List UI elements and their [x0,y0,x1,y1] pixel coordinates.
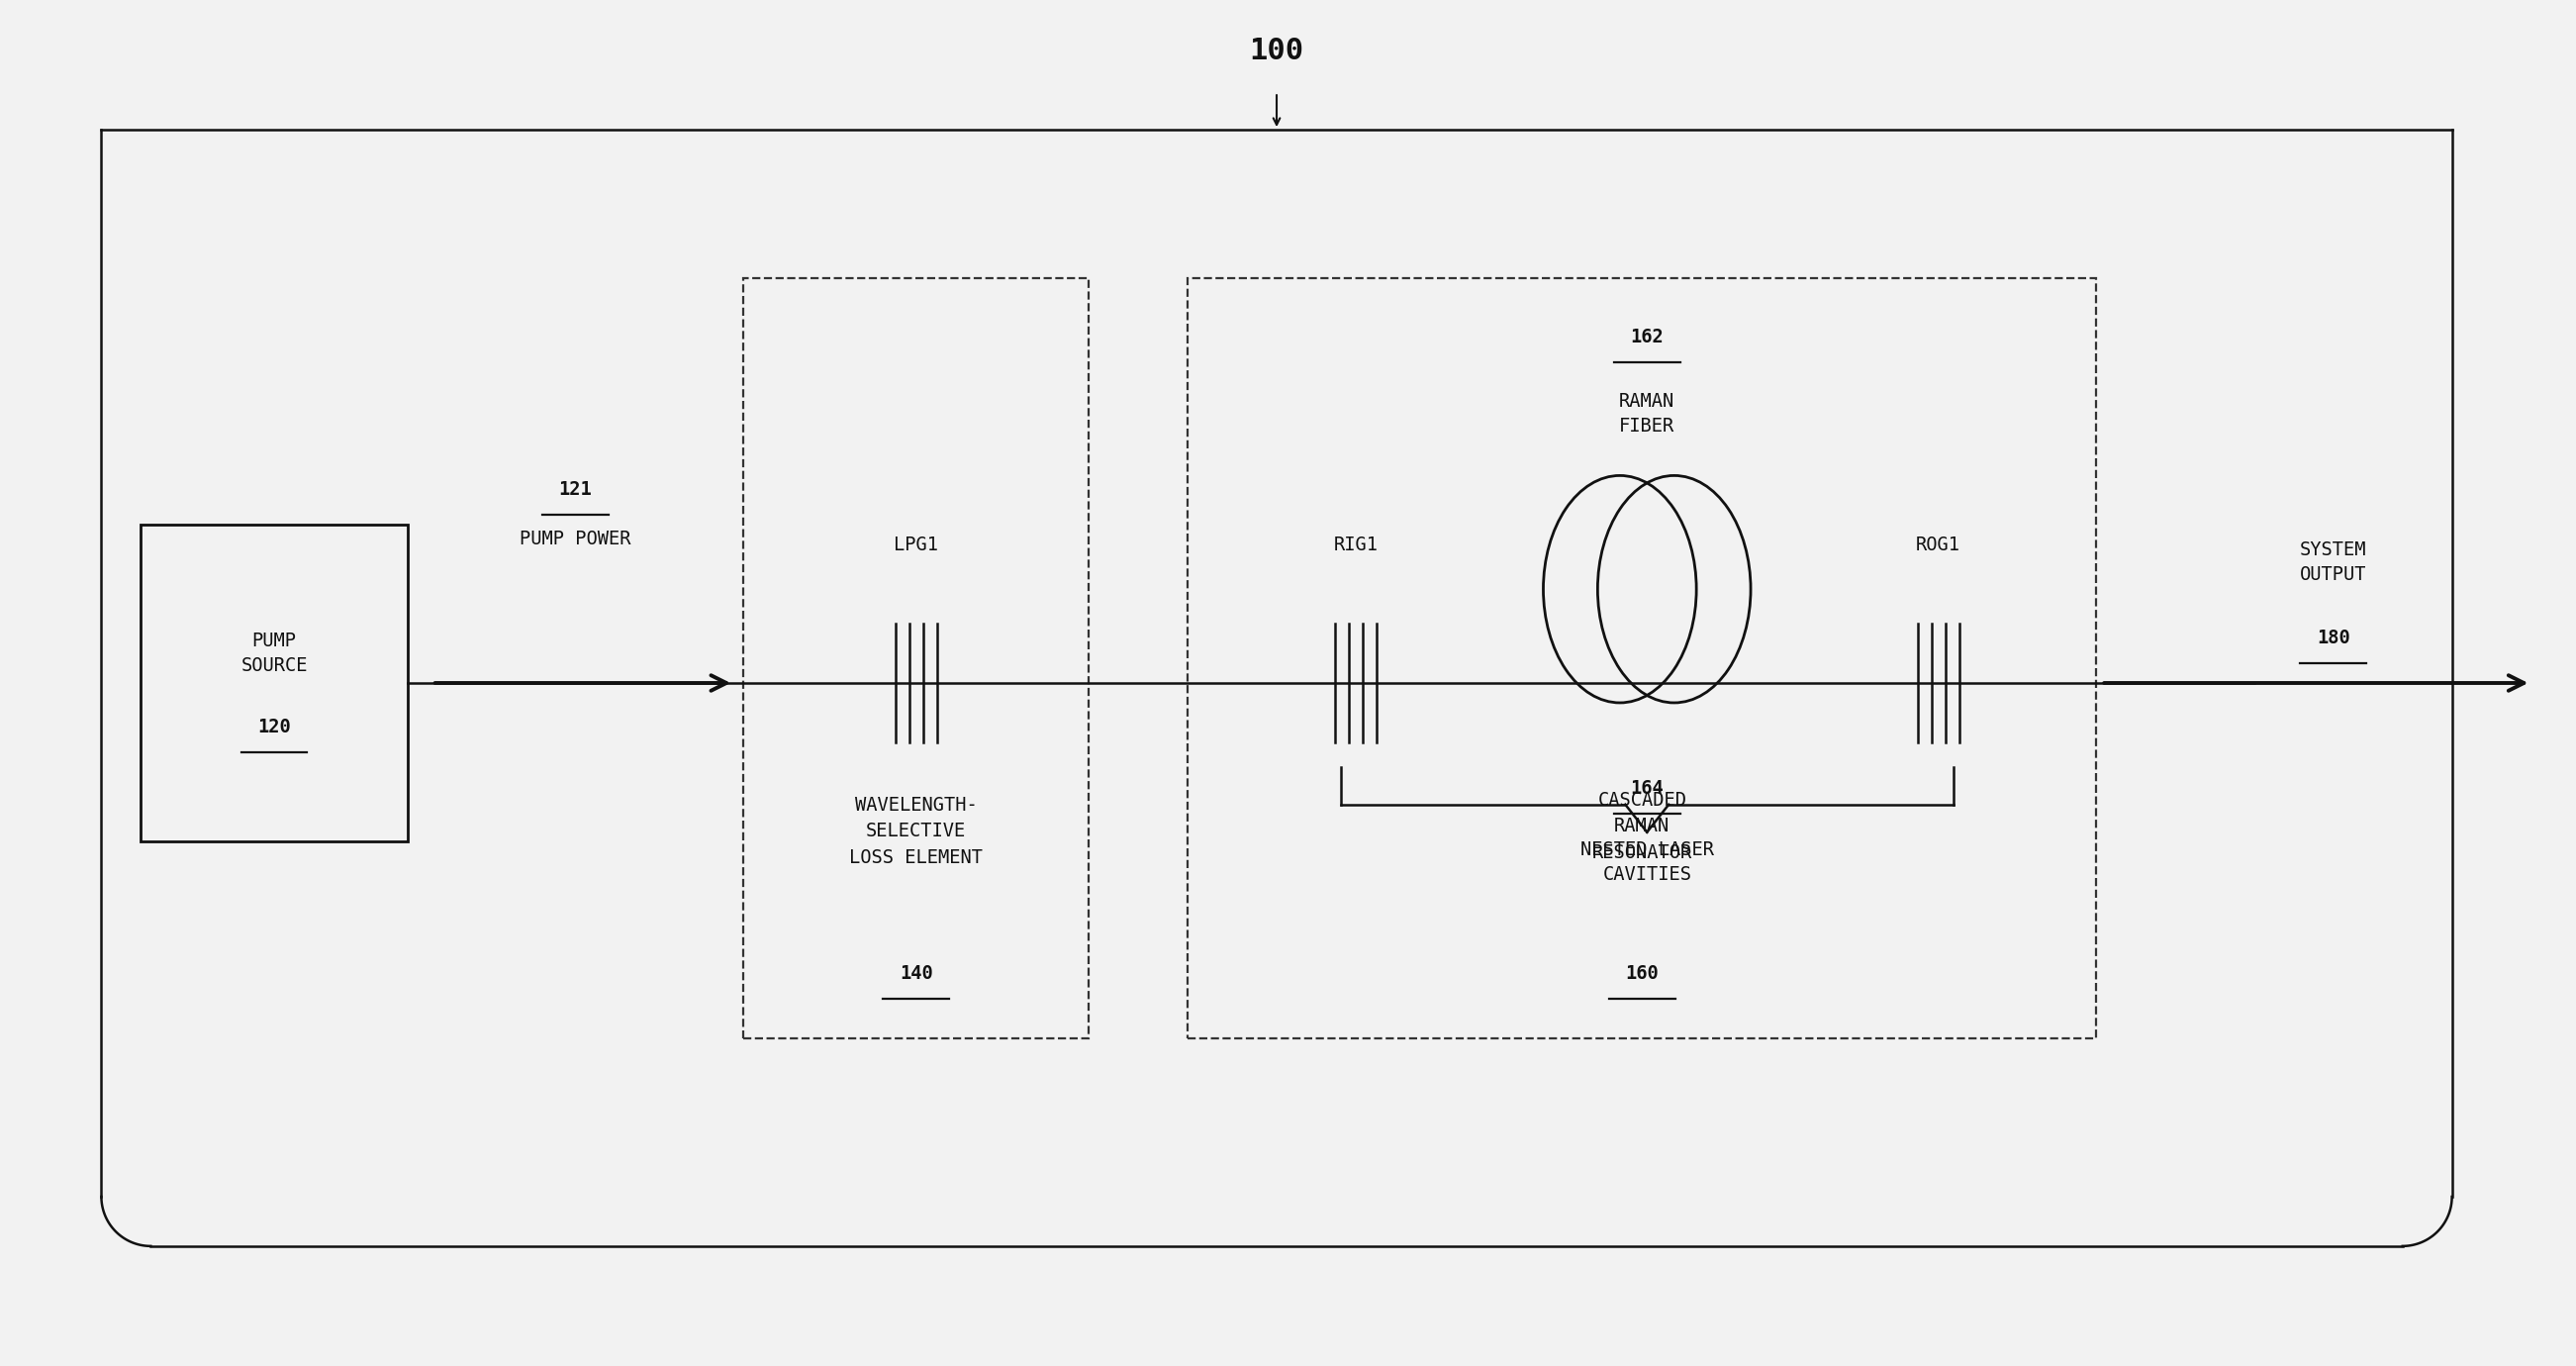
Text: CASCADED
RAMAN
RESONATOR: CASCADED RAMAN RESONATOR [1592,791,1692,862]
Text: NESTED LASER
CAVITIES: NESTED LASER CAVITIES [1579,840,1713,884]
Text: LPG1: LPG1 [894,535,938,555]
Text: RIG1: RIG1 [1334,535,1378,555]
Text: 140: 140 [899,964,933,984]
Text: PUMP
SOURCE: PUMP SOURCE [240,631,307,675]
Text: 121: 121 [559,481,592,500]
Text: 160: 160 [1625,964,1659,984]
Text: 100: 100 [1249,37,1303,66]
Text: 164: 164 [1631,779,1664,798]
Text: RAMAN
FIBER: RAMAN FIBER [1620,392,1674,436]
Text: ROG1: ROG1 [1917,535,1960,555]
Text: 120: 120 [258,717,291,736]
Text: WAVELENGTH-
SELECTIVE
LOSS ELEMENT: WAVELENGTH- SELECTIVE LOSS ELEMENT [850,795,984,867]
Text: 180: 180 [2316,628,2349,647]
Text: PUMP POWER: PUMP POWER [520,530,631,549]
Text: 162: 162 [1631,328,1664,346]
Text: SYSTEM
OUTPUT: SYSTEM OUTPUT [2300,541,2367,585]
